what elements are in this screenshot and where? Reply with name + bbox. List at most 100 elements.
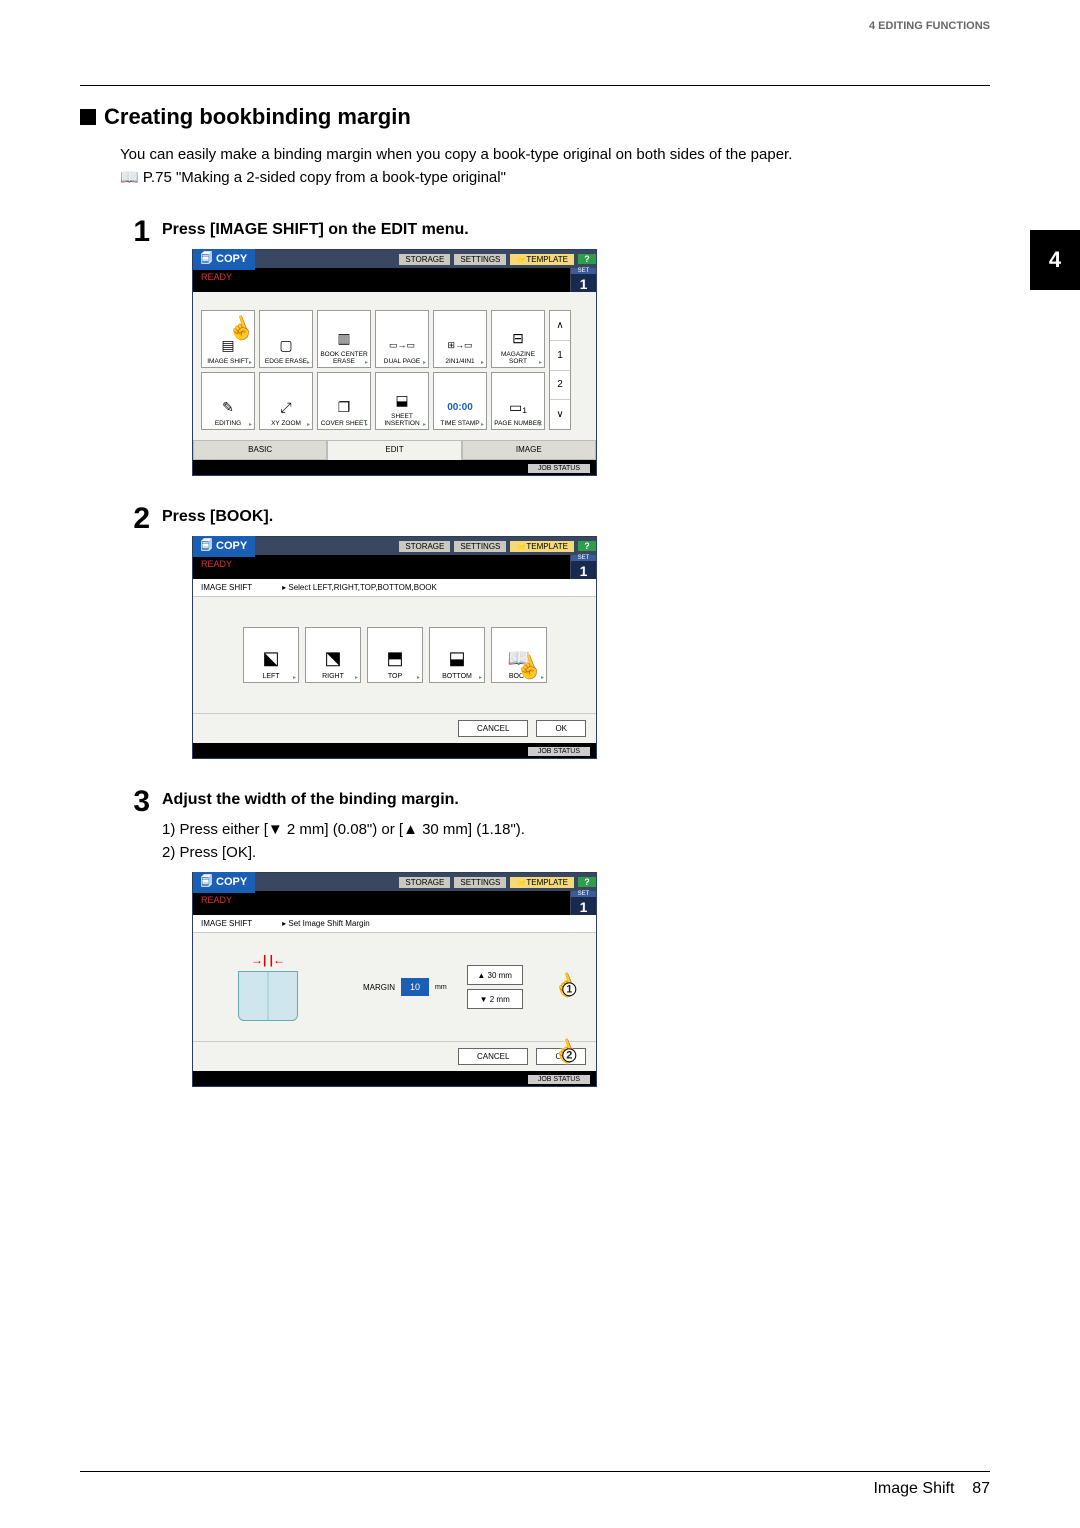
sheet-insertion-button[interactable]: ⬓SHEET INSERTION▸ — [375, 372, 429, 430]
btn-label: DUAL PAGE — [384, 358, 420, 365]
copy-chip: 🗐COPY — [193, 872, 255, 893]
shift-right-button[interactable]: ⬔RIGHT▸ — [305, 627, 361, 683]
margin-up-button[interactable]: ▲ 30 mm — [467, 965, 523, 985]
scroll-down-button[interactable]: ∨ — [550, 400, 570, 429]
panel3-status-row: READY SET 1 — [193, 891, 596, 915]
job-status-button[interactable]: JOB STATUS — [528, 464, 590, 473]
page-footer: Image Shift 87 — [80, 1471, 990, 1498]
right-icon: ⬔ — [324, 643, 341, 673]
set-label: SET — [571, 268, 596, 274]
pagenum-icon: ▭₁ — [509, 394, 527, 420]
copy-icon: 🗐 — [201, 537, 212, 556]
btn-label: LEFT — [262, 673, 279, 680]
tab-basic[interactable]: BASIC — [193, 440, 327, 460]
panel1-status-row: READY SET 1 — [193, 268, 596, 292]
step-3-line1: 1) Press either [▼ 2 mm] (0.08") or [▲ 3… — [162, 819, 990, 842]
btn-label: XY ZOOM — [271, 420, 301, 427]
main-content: Creating bookbinding margin You can easi… — [80, 85, 990, 1087]
panel1-jobstatus-bar: JOB STATUS — [193, 460, 596, 475]
scroll-up-button[interactable]: ∧ — [550, 311, 570, 341]
btn-label: 2IN1/4IN1 — [445, 358, 474, 365]
chapter-header: 4 EDITING FUNCTIONS — [869, 20, 990, 32]
cover-icon: ❐ — [338, 394, 351, 420]
btn-label: MAGAZINE SORT — [493, 351, 543, 365]
edge-erase-button[interactable]: ▢EDGE ERASE▸ — [259, 310, 313, 368]
btn-label: BOTTOM — [442, 673, 472, 680]
book-ref-icon: 📖 — [120, 169, 139, 186]
copy-chip: 🗐COPY — [193, 536, 255, 557]
2in1-icon: ⊞→▭ — [447, 332, 472, 358]
xy-zoom-button[interactable]: ⤢XY ZOOM▸ — [259, 372, 313, 430]
section-title-text: Creating bookbinding margin — [104, 104, 411, 130]
time-stamp-button[interactable]: 00:00TIME STAMP▸ — [433, 372, 487, 430]
cancel-button[interactable]: CANCEL — [458, 720, 528, 737]
copy-chip: 🗐COPY — [193, 249, 255, 270]
ok-button[interactable]: OK — [536, 1048, 586, 1065]
storage-button[interactable]: STORAGE — [399, 541, 450, 552]
storage-button[interactable]: STORAGE — [399, 877, 450, 888]
footer-label: Image Shift — [873, 1480, 954, 1497]
btn-label: RIGHT — [322, 673, 344, 680]
panel3-subheader: IMAGE SHIFT ▸ Set Image Shift Margin — [193, 915, 596, 933]
dual-page-icon: ▭→▭ — [389, 332, 415, 358]
margin-unit: mm — [435, 984, 447, 991]
cover-sheet-button[interactable]: ❐COVER SHEET▸ — [317, 372, 371, 430]
step-2: 2 Press [BOOK]. 🗐COPY STORAGE SETTINGS ⭐… — [120, 502, 990, 759]
shift-left-button[interactable]: ⬕LEFT▸ — [243, 627, 299, 683]
template-button[interactable]: ⭐ TEMPLATE — [510, 877, 574, 888]
copier-panel-3: 🗐COPY STORAGE SETTINGS ⭐ TEMPLATE ? READ… — [192, 872, 597, 1087]
settings-button[interactable]: SETTINGS — [454, 254, 506, 265]
set-value: 1 — [571, 276, 596, 292]
book-center-erase-button[interactable]: ▥BOOK CENTER ERASE▸ — [317, 310, 371, 368]
page-indicator-2: 2 — [550, 371, 570, 401]
tab-edit[interactable]: EDIT — [327, 440, 461, 460]
cancel-button[interactable]: CANCEL — [458, 1048, 528, 1065]
template-button[interactable]: ⭐ TEMPLATE — [510, 254, 574, 265]
xyzoom-icon: ⤢ — [280, 394, 291, 420]
square-bullet-icon — [80, 109, 96, 125]
section-title: Creating bookbinding margin — [80, 104, 990, 130]
intro-ref-text: P.75 "Making a 2-sided copy from a book-… — [143, 169, 506, 186]
settings-button[interactable]: SETTINGS — [454, 541, 506, 552]
sheet-ins-icon: ⬓ — [395, 387, 408, 413]
step-1-number: 1 — [120, 215, 150, 476]
shift-bottom-button[interactable]: ⬓BOTTOM▸ — [429, 627, 485, 683]
btn-label: IMAGE SHIFT — [207, 358, 249, 365]
margin-control-area: →| |← MARGIN 10 mm ▲ 30 mm ▼ 2 mm — [193, 933, 596, 1041]
template-label: TEMPLATE — [526, 255, 568, 264]
editing-button[interactable]: ✎EDITING▸ — [201, 372, 255, 430]
margin-down-button[interactable]: ▼ 2 mm — [467, 989, 523, 1009]
panel2-topbar: 🗐COPY STORAGE SETTINGS ⭐ TEMPLATE ? — [193, 537, 596, 555]
help-button[interactable]: ? — [578, 541, 596, 551]
2in1-button[interactable]: ⊞→▭2IN1/4IN1▸ — [433, 310, 487, 368]
image-shift-button[interactable]: ▤IMAGE SHIFT▸ — [201, 310, 255, 368]
help-button[interactable]: ? — [578, 877, 596, 887]
subhead-instruction: ▸ Set Image Shift Margin — [282, 919, 370, 928]
step-1: 1 Press [IMAGE SHIFT] on the EDIT menu. … — [120, 215, 990, 476]
subhead-instruction: ▸ Select LEFT,RIGHT,TOP,BOTTOM,BOOK — [282, 583, 437, 592]
btn-label: TOP — [388, 673, 402, 680]
page-number-button[interactable]: ▭₁PAGE NUMBER▸ — [491, 372, 545, 430]
top-rule — [80, 85, 990, 86]
ready-label: READY — [193, 555, 570, 579]
image-shift-icon: ▤ — [221, 332, 234, 358]
job-status-button[interactable]: JOB STATUS — [528, 747, 590, 756]
tab-image[interactable]: IMAGE — [462, 440, 596, 460]
settings-button[interactable]: SETTINGS — [454, 877, 506, 888]
magazine-sort-button[interactable]: ⊟MAGAZINE SORT▸ — [491, 310, 545, 368]
btn-label: COVER SHEET — [321, 420, 368, 427]
template-button[interactable]: ⭐ TEMPLATE — [510, 541, 574, 552]
shift-top-button[interactable]: ⬒TOP▸ — [367, 627, 423, 683]
step-2-number: 2 — [120, 502, 150, 759]
help-button[interactable]: ? — [578, 254, 596, 264]
ok-button[interactable]: OK — [536, 720, 586, 737]
btn-label: PAGE NUMBER — [494, 420, 542, 427]
dual-page-button[interactable]: ▭→▭DUAL PAGE▸ — [375, 310, 429, 368]
margin-arrows-icon: →| |← — [233, 953, 303, 967]
book-center-icon: ▥ — [337, 325, 350, 351]
job-status-button[interactable]: JOB STATUS — [528, 1075, 590, 1084]
btn-label: TIME STAMP — [440, 420, 479, 427]
storage-button[interactable]: STORAGE — [399, 254, 450, 265]
top-icon: ⬒ — [386, 643, 403, 673]
shift-book-button[interactable]: 📖BOOK▸ — [491, 627, 547, 683]
